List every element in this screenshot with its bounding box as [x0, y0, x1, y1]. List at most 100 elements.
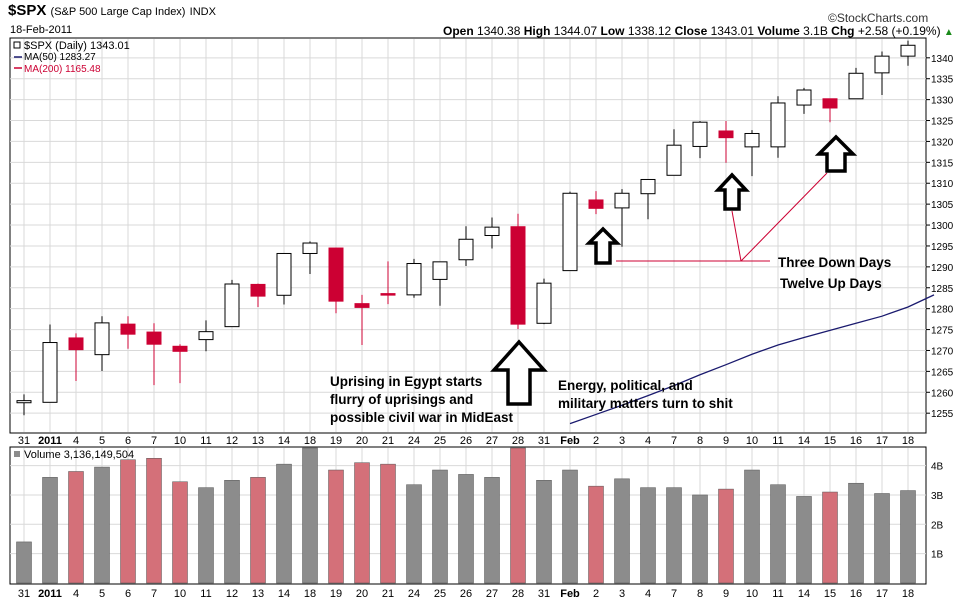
candle-body	[536, 282, 552, 324]
price-tick-label: 1335	[931, 75, 954, 86]
date-tick-label: 31	[18, 435, 30, 447]
quote-bar: Open 1340.38 High 1344.07 Low 1338.12 Cl…	[443, 24, 954, 38]
date-tick-label: 31	[18, 588, 30, 600]
candle	[510, 213, 526, 330]
date-tick-label: 19	[330, 588, 342, 600]
volume-label: Volume	[757, 24, 800, 38]
candle-body	[874, 55, 890, 74]
volume-bar	[640, 487, 656, 584]
date-tick-label: 26	[460, 435, 472, 447]
volume-axis-ticks: 1B 2B 3B 4B	[931, 462, 944, 561]
volume-tick-label: 2B	[931, 520, 944, 531]
candle	[536, 278, 552, 325]
candle	[302, 241, 318, 274]
arrow-up-icon	[814, 134, 858, 173]
date-tick-label: 18	[304, 435, 316, 447]
price-tick-label: 1300	[931, 221, 954, 232]
volume-bar	[432, 469, 448, 584]
candle-body	[198, 331, 214, 341]
candle-body	[432, 261, 448, 280]
date-tick-label: 3	[619, 588, 625, 600]
date-tick-label: 14	[278, 588, 290, 600]
date-tick-label: 25	[434, 588, 446, 600]
candle	[276, 252, 292, 305]
date-tick-label: 25	[434, 435, 446, 447]
date-tick-label: 18	[902, 588, 914, 600]
price-tick-label: 1290	[931, 263, 954, 274]
candle-body	[172, 345, 188, 352]
date-tick-label: 11	[772, 435, 783, 447]
candle-body	[458, 238, 474, 261]
date-tick-label: 2011	[38, 435, 62, 447]
candles	[16, 40, 916, 416]
date-tick-label: 31	[538, 435, 550, 447]
date-axis-top: 31 2011 4 5 6 7 10 11 12 13 14 18 19 20 21 24 25 26 27 28 31…	[18, 435, 914, 447]
date-tick-label: 14	[798, 435, 810, 447]
volume-bar	[94, 466, 110, 584]
price-tick-label: 1270	[931, 346, 954, 357]
date-tick-label: 24	[408, 435, 420, 447]
symbol-exchange: INDX	[189, 6, 216, 18]
volume-bar	[276, 463, 292, 584]
candle-body	[770, 102, 786, 148]
volume-bar	[510, 447, 526, 584]
date-tick-label: 12	[226, 588, 238, 600]
candle	[874, 51, 890, 96]
price-tick-label: 1260	[931, 388, 954, 399]
date-tick-label: 13	[252, 435, 264, 447]
arrow-up-icon	[490, 339, 548, 406]
date-tick-label: 9	[723, 435, 729, 447]
open-label: Open	[443, 24, 474, 38]
price-tick-label: 1315	[931, 158, 954, 169]
candle	[94, 316, 110, 371]
volume-bar	[224, 480, 240, 584]
candle-body	[224, 283, 240, 328]
date-tick-label: 10	[746, 588, 758, 600]
volume-bar	[614, 478, 630, 584]
volume-bar	[874, 493, 890, 584]
date-tick-label: 16	[850, 435, 862, 447]
annotation-arrows	[490, 134, 858, 406]
candle	[640, 178, 656, 220]
price-panel: 1255 1260 1265 1270 1275 1280 1285 1290 1295 1300…	[9, 37, 954, 434]
legend-ma200: MA(200) 1165.48	[24, 64, 101, 75]
volume-bar	[484, 477, 500, 584]
candle-body	[16, 400, 32, 404]
candle	[406, 258, 422, 298]
volume-bar	[822, 491, 838, 584]
chg-up-arrow-icon: ▲	[943, 27, 954, 38]
candle	[614, 189, 630, 247]
price-tick-label: 1255	[931, 409, 954, 420]
date-tick-label: 11	[200, 435, 211, 447]
date-tick-label: 4	[645, 588, 651, 600]
chart-date: 18-Feb-2011	[10, 24, 73, 36]
low-label: Low	[600, 24, 625, 38]
date-tick-label: 10	[174, 435, 186, 447]
date-tick-label: 4	[73, 435, 79, 447]
volume-bar	[536, 480, 552, 584]
candle	[562, 191, 578, 272]
date-tick-label: 5	[99, 588, 105, 600]
chg-label: Chg	[831, 24, 855, 38]
date-tick-label: 4	[73, 588, 79, 600]
volume-bar	[68, 471, 84, 584]
annotations: Uprising in Egypt starts flurry of upris…	[330, 255, 891, 425]
candle-body	[692, 121, 708, 147]
date-tick-label: 16	[850, 588, 862, 600]
arrow-up-icon	[584, 226, 622, 265]
high-label: High	[523, 24, 551, 38]
date-tick-label: 2	[593, 435, 599, 447]
candle-body	[276, 252, 292, 296]
candle	[146, 323, 162, 386]
date-tick-label: 17	[876, 588, 888, 600]
date-tick-label: 7	[671, 435, 677, 447]
date-tick-label: 27	[486, 435, 498, 447]
volume-bar	[770, 484, 786, 584]
candle-body	[614, 192, 630, 209]
date-tick-label: Feb	[560, 435, 580, 447]
candle-body	[666, 144, 682, 176]
date-tick-label: 26	[460, 588, 472, 600]
date-tick-label: 14	[278, 435, 290, 447]
volume-bars	[16, 447, 916, 584]
